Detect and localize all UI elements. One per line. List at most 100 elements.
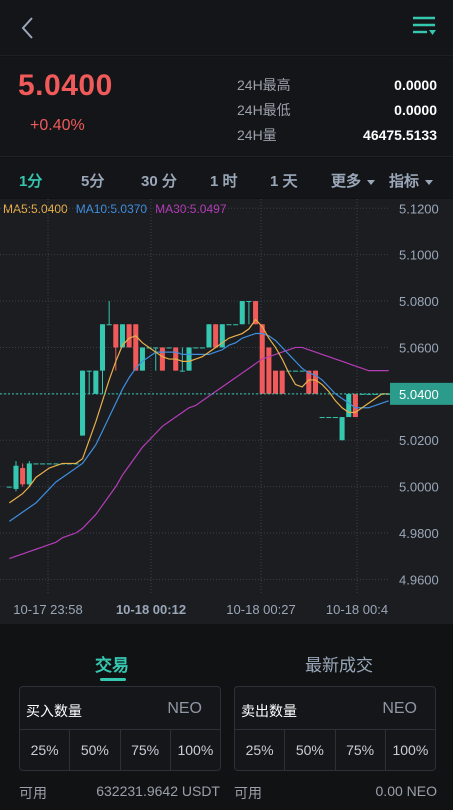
y-axis-area [390, 199, 453, 624]
buy-quantity-input[interactable]: 买入数量 NEO [20, 687, 220, 730]
candle-body [179, 370, 185, 372]
y-tick-label: 5.1000 [399, 248, 439, 263]
sell-percent-row: 25% 50% 75% 100% [235, 730, 435, 771]
ma5-line [8, 318, 389, 504]
candle-body [279, 370, 285, 394]
more-dropdown[interactable]: 更多 [331, 170, 376, 191]
candle-body [166, 347, 172, 349]
sell-quantity-input[interactable]: 卖出数量 NEO [235, 687, 435, 730]
y-tick-label: 5.0800 [399, 294, 439, 309]
buy-pct-25[interactable]: 25% [20, 730, 71, 771]
candle-body [326, 417, 332, 419]
candle-body [359, 393, 365, 395]
active-tab-indicator [100, 678, 126, 681]
candle-body [99, 324, 106, 371]
candle-body [186, 347, 192, 371]
sell-pct-50[interactable]: 50% [285, 730, 336, 771]
buy-quantity-box: 买入数量 NEO 25% 50% 75% 100% [19, 686, 221, 771]
kline-chart[interactable]: MA5:5.0400 MA10:5.0370 MA30:5.0497 5.120… [0, 199, 453, 624]
x-tick-label: 10-17 23:58 [13, 602, 82, 617]
buy-percent-row: 25% 50% 75% 100% [20, 730, 220, 771]
tab-trade[interactable]: 交易 [95, 656, 129, 675]
ma10-line [8, 332, 389, 522]
caret-down-icon [367, 179, 376, 185]
trade-panel: 交易 最新成交 买入数量 NEO 25% 50% 75% 100% 卖出数量 N… [0, 625, 453, 810]
candle-body [253, 301, 259, 325]
stat-row-low: 24H最低 0.0000 [237, 98, 437, 123]
candle-body [372, 393, 378, 395]
candle-body [126, 324, 132, 348]
stat-row-volume: 24H量 46475.5133 [237, 123, 437, 148]
buy-available-label: 可用 [19, 785, 47, 801]
ma10-legend: MA10:5.0370 [75, 202, 148, 216]
sell-pct-25[interactable]: 25% [235, 730, 286, 771]
stat-value: 0.0000 [394, 102, 437, 118]
ticker-panel: 5.0400 +0.40% 24H最高 0.0000 24H最低 0.0000 … [0, 57, 453, 157]
candle-body [206, 324, 212, 348]
buy-quantity-label: 买入数量 [26, 703, 82, 719]
sell-available-label: 可用 [234, 785, 262, 801]
candle-body [119, 324, 125, 348]
candle-body [46, 463, 52, 465]
candle-body [26, 463, 32, 485]
candle-body [286, 370, 292, 372]
candle-body [266, 347, 272, 394]
candle-body [339, 417, 345, 441]
buy-pct-75[interactable]: 75% [121, 730, 171, 771]
tab-5min[interactable]: 5分 [81, 173, 105, 190]
tab-1day[interactable]: 1 天 [270, 173, 298, 190]
candle-body [113, 324, 119, 348]
candle-body [159, 347, 165, 371]
sell-quantity-box: 卖出数量 NEO 25% 50% 75% 100% [234, 686, 436, 771]
y-tick-label: 4.9800 [399, 526, 439, 541]
buy-pct-50[interactable]: 50% [70, 730, 121, 771]
buy-unit: NEO [167, 700, 202, 717]
candle-body [233, 324, 239, 326]
candle-body [33, 463, 39, 465]
ma5-legend: MA5:5.0400 [3, 202, 68, 216]
candle-body [306, 370, 312, 394]
candle-body [6, 486, 12, 488]
ma30-line [9, 346, 389, 560]
candle-body [319, 417, 325, 419]
buy-available-value: 632231.9642 USDT [96, 783, 220, 799]
indicator-label: 指标 [389, 173, 420, 190]
stat-row-high: 24H最高 0.0000 [237, 73, 437, 98]
candle-body [20, 468, 26, 485]
candle-body [93, 370, 99, 394]
filter-list-icon[interactable] [411, 14, 437, 40]
current-price-tag [390, 382, 453, 405]
stat-label: 24H量 [237, 127, 277, 143]
candle-body [193, 347, 199, 349]
stat-label: 24H最高 [237, 77, 291, 93]
candle-body [153, 347, 159, 349]
candle-body [53, 463, 59, 465]
buy-pct-100[interactable]: 100% [177, 742, 214, 758]
candle-body [13, 465, 19, 489]
x-tick-label: 10-18 00:27 [226, 602, 295, 617]
x-tick-label: 10-18 00:12 [116, 602, 186, 617]
y-tick-label: 5.0200 [399, 433, 439, 448]
tab-latest-trades[interactable]: 最新成交 [305, 656, 373, 675]
sell-unit: NEO [382, 700, 417, 717]
stat-label: 24H最低 [237, 102, 291, 118]
indicator-dropdown[interactable]: 指标 [389, 170, 434, 191]
y-tick-label: 5.0600 [399, 340, 439, 355]
candle-body [246, 301, 252, 303]
candle-body [106, 324, 112, 326]
candle-body [346, 393, 352, 418]
candle-body [273, 370, 279, 394]
candle-body [332, 417, 338, 419]
tab-30min[interactable]: 30 分 [141, 173, 177, 190]
y-tick-label: 4.9600 [399, 572, 439, 587]
tab-1min[interactable]: 1分 [19, 173, 43, 190]
y-tick-label: 5.1200 [399, 201, 439, 216]
candle-body [139, 347, 145, 371]
sell-pct-75[interactable]: 75% [336, 730, 386, 771]
tab-1hour[interactable]: 1 时 [210, 173, 238, 190]
chevron-left-icon[interactable] [16, 14, 40, 42]
ma-legend: MA5:5.0400 MA10:5.0370 MA30:5.0497 [3, 202, 227, 216]
price-change: +0.40% [30, 117, 85, 134]
sell-pct-100[interactable]: 100% [392, 742, 429, 758]
y-tick-label: 5.0000 [399, 480, 439, 495]
